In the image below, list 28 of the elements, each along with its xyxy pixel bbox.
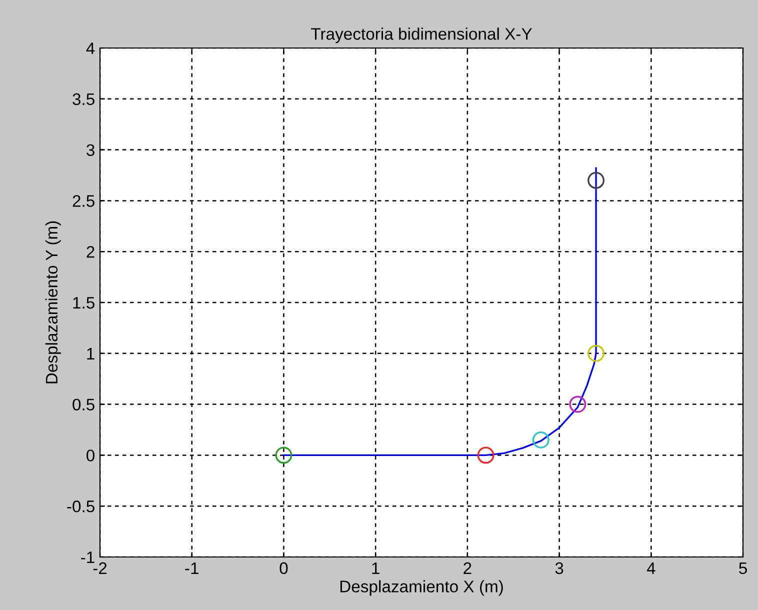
x-axis-title: Desplazamiento X (m) <box>340 580 503 596</box>
y-tick-label: 3.5 <box>72 93 94 106</box>
y-axis-title: Desplazamiento Y (m) <box>45 221 61 384</box>
x-tick-label: 2 <box>464 562 472 574</box>
x-tick-label: -2 <box>93 562 107 574</box>
x-tick-label: 3 <box>555 562 564 574</box>
x-tick-label: 4 <box>646 562 656 574</box>
x-tick-label: 5 <box>739 562 747 574</box>
y-tick-label: 0 <box>86 450 94 462</box>
y-tick-label: 0.5 <box>72 398 94 411</box>
y-tick-label: -0.5 <box>67 500 94 512</box>
x-tick-label: 1 <box>372 562 380 574</box>
y-tick-label: 4 <box>86 42 95 54</box>
y-tick-label: 2 <box>86 246 94 258</box>
y-tick-label: -1 <box>81 552 94 564</box>
point <box>588 172 605 189</box>
x-tick-label: -1 <box>185 562 198 574</box>
point <box>588 344 605 362</box>
point <box>477 446 494 464</box>
chart-title: Trayectoria bidimensional X-Y <box>311 28 532 44</box>
point <box>275 446 292 464</box>
y-tick-label: 1.5 <box>73 297 94 309</box>
y-tick-label: 3 <box>86 144 94 156</box>
y-tick-label: 1 <box>87 348 94 360</box>
y-tick-label: 2.5 <box>72 195 94 207</box>
point <box>532 431 550 448</box>
x-tick-label: 0 <box>280 562 288 574</box>
point <box>569 396 586 413</box>
